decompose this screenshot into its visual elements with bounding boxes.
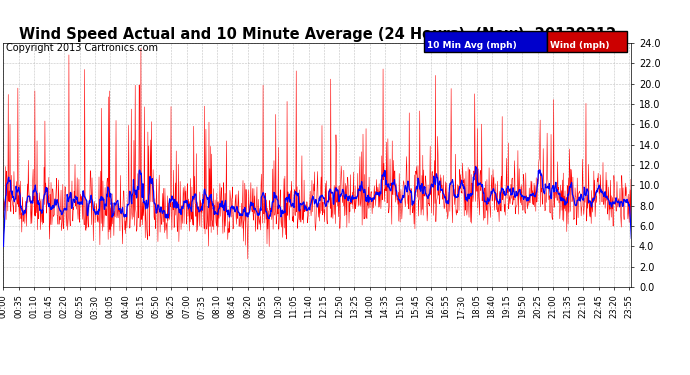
Text: 10 Min Avg (mph): 10 Min Avg (mph) bbox=[427, 41, 517, 50]
Text: Wind (mph): Wind (mph) bbox=[550, 41, 609, 50]
Title: Wind Speed Actual and 10 Minute Average (24 Hours)  (New)  20130312: Wind Speed Actual and 10 Minute Average … bbox=[19, 27, 616, 42]
Text: Copyright 2013 Cartronics.com: Copyright 2013 Cartronics.com bbox=[6, 43, 157, 52]
